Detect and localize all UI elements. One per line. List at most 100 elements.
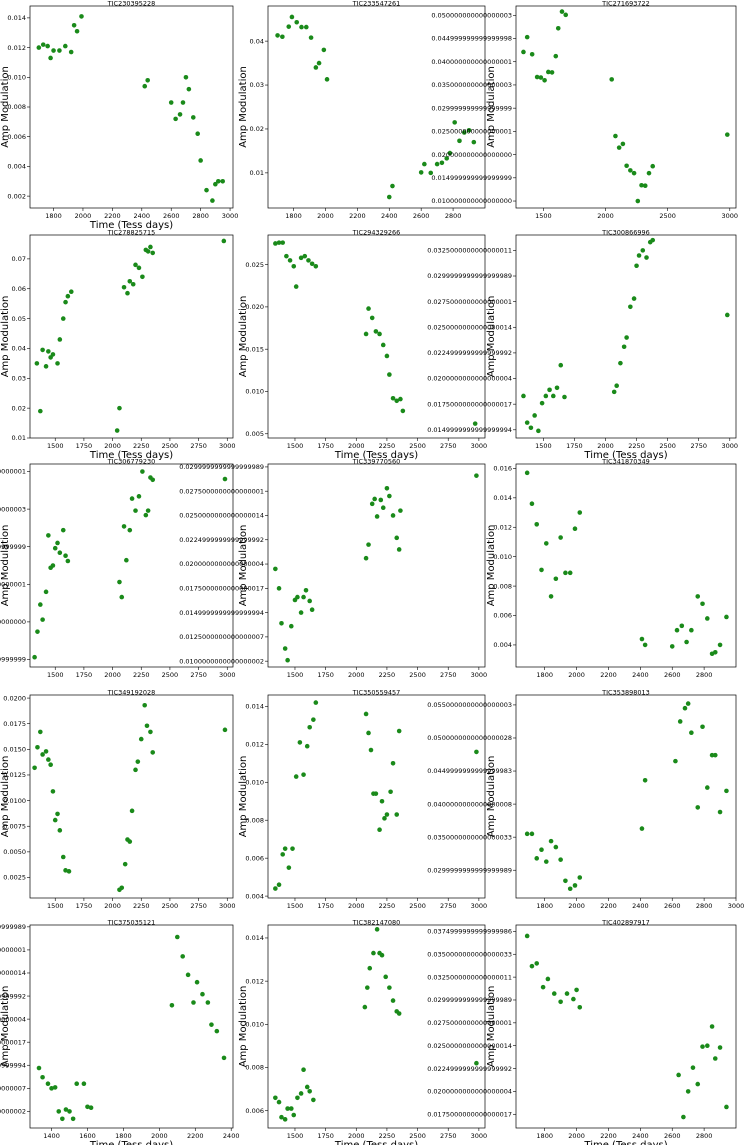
y-tick-label: 0.005 bbox=[245, 430, 264, 438]
data-point bbox=[313, 263, 319, 269]
y-tick-label: 0.01 bbox=[12, 434, 26, 442]
data-point bbox=[288, 1106, 294, 1111]
data-point bbox=[276, 1099, 282, 1105]
data-point bbox=[422, 161, 427, 167]
y-tick-label: 0.0200 bbox=[3, 694, 26, 702]
data-point bbox=[273, 241, 278, 246]
y-tick-label: 0.0275000000000000001 bbox=[179, 487, 264, 495]
y-tick-label: 0.008 bbox=[493, 582, 512, 590]
x-tick-label: 1500 bbox=[287, 1132, 304, 1140]
y-tick-label: 0.012 bbox=[493, 523, 512, 531]
x-axis-label: Time (Tess days) bbox=[583, 450, 667, 461]
data-point bbox=[366, 542, 371, 547]
data-point bbox=[285, 1106, 290, 1111]
data-point bbox=[724, 132, 730, 137]
data-point bbox=[682, 705, 688, 711]
data-point bbox=[377, 331, 382, 337]
data-point bbox=[81, 1081, 87, 1087]
data-point bbox=[282, 646, 288, 651]
data-point bbox=[286, 865, 292, 870]
x-tick-label: 2750 bbox=[440, 1132, 457, 1140]
y-tick-label: 0.016 bbox=[493, 465, 512, 473]
x-tick-label: 2750 bbox=[440, 442, 457, 450]
y-tick-label: 0.0075 bbox=[3, 822, 26, 830]
data-point bbox=[724, 614, 729, 620]
data-point bbox=[398, 396, 403, 402]
data-point bbox=[539, 847, 544, 853]
data-point bbox=[642, 642, 648, 648]
data-point bbox=[365, 985, 370, 990]
data-point bbox=[221, 1055, 227, 1061]
y-tick-label: 0.0400000000000000008 bbox=[427, 800, 512, 808]
data-point bbox=[297, 740, 303, 745]
data-point bbox=[384, 812, 390, 817]
x-tick-label: 3000 bbox=[722, 442, 739, 450]
y-tick-label: 0.0100000000000000002 bbox=[0, 1108, 26, 1116]
plot-frame bbox=[267, 924, 486, 1129]
data-point bbox=[538, 75, 544, 80]
data-point bbox=[634, 263, 639, 269]
data-point bbox=[362, 1004, 368, 1010]
y-tick-label: 0.010000000000000000 bbox=[431, 197, 512, 205]
data-point bbox=[635, 198, 641, 204]
y-tick-label: 0.0200000000000000004 bbox=[427, 375, 512, 383]
data-point bbox=[380, 342, 386, 348]
y-tick-label: 0.0299999999999999989 bbox=[427, 866, 512, 874]
data-point bbox=[185, 972, 191, 978]
y-tick-label: 0.0175000000000000017 bbox=[0, 1038, 26, 1046]
data-point bbox=[369, 315, 375, 321]
data-point bbox=[313, 65, 319, 70]
data-point bbox=[119, 594, 125, 600]
data-point bbox=[57, 828, 63, 833]
data-point bbox=[373, 329, 379, 334]
x-tick-label: 1750 bbox=[76, 442, 93, 450]
data-point bbox=[373, 791, 379, 796]
data-point bbox=[130, 281, 136, 287]
data-point bbox=[143, 512, 149, 518]
y-tick-label: 0.010 bbox=[245, 388, 264, 396]
data-point bbox=[690, 1065, 696, 1070]
y-tick-label: 0.010 bbox=[245, 778, 264, 786]
data-point bbox=[298, 610, 304, 615]
x-tick-label: 2400 bbox=[632, 671, 649, 679]
data-point bbox=[577, 1004, 583, 1010]
data-point bbox=[50, 563, 56, 568]
data-point bbox=[394, 398, 400, 404]
data-point bbox=[299, 24, 304, 30]
y-tick-label: 0.020000000000000000 bbox=[431, 151, 512, 159]
data-point bbox=[574, 987, 579, 993]
data-point bbox=[614, 383, 619, 389]
data-point bbox=[366, 730, 371, 736]
data-point bbox=[616, 145, 622, 150]
y-tick-label: 0.006 bbox=[493, 612, 512, 620]
y-axis-label: Amp Modulation bbox=[238, 986, 249, 1068]
data-point bbox=[117, 405, 122, 411]
data-point bbox=[298, 1091, 304, 1096]
data-point bbox=[301, 1067, 306, 1072]
data-point bbox=[68, 289, 74, 295]
data-point bbox=[316, 60, 322, 66]
x-tick-label: 1500 bbox=[287, 671, 304, 679]
plot-frame bbox=[29, 463, 234, 668]
chart-title: TIC375035121 bbox=[107, 919, 156, 927]
x-tick-label: 2000 bbox=[104, 671, 121, 679]
data-point bbox=[282, 1117, 288, 1122]
data-point bbox=[213, 181, 218, 187]
x-tick-label: 1750 bbox=[317, 671, 334, 679]
y-axis-label: Amp Modulation bbox=[486, 756, 497, 838]
data-point bbox=[117, 579, 122, 585]
x-tick-label: 2000 bbox=[348, 902, 365, 910]
data-point bbox=[543, 541, 549, 546]
y-tick-label: 0.012 bbox=[7, 44, 26, 52]
chart-panel-3: TIC271693722 1500 2000 2500 3000 0.0100000000… bbox=[431, 0, 738, 220]
chart-panel-11: TIC350559457 1500 1750 2000 2250 2500 2750 3000… bbox=[238, 689, 487, 911]
data-point bbox=[398, 508, 403, 513]
data-point bbox=[382, 816, 387, 821]
y-tick-label: 0.004 bbox=[493, 641, 512, 649]
y-tick-label: 0.0299999999999999989 bbox=[427, 996, 512, 1004]
y-tick-label: 0.025000000000000001 bbox=[431, 128, 512, 136]
data-point bbox=[444, 156, 450, 161]
y-tick-label: 0.0325000000000000011 bbox=[427, 973, 512, 981]
chart-panel-6: TIC300866996 1500 1750 2000 2250 2500 2750 3000… bbox=[427, 229, 738, 462]
x-tick-label: 2250 bbox=[379, 671, 396, 679]
